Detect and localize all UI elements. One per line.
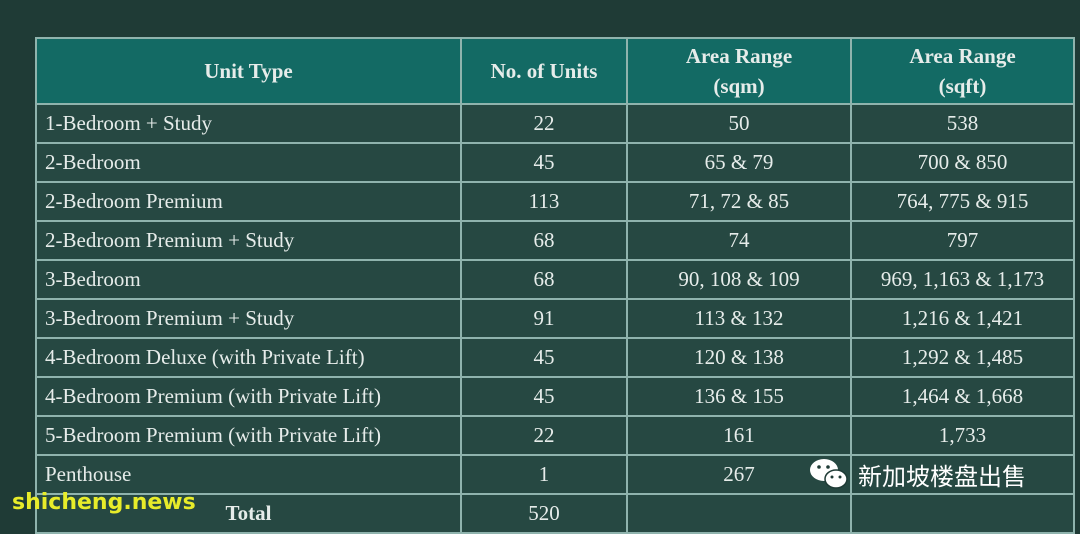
table-row: 3-Bedroom Premium + Study 91 113 & 132 1,21… xyxy=(35,298,1075,339)
cell-area-sqft: 1,292 & 1,485 xyxy=(850,337,1075,378)
table-header-row: Unit Type No. of Units Area Range (sqm) A… xyxy=(35,37,1075,105)
cell-area-sqm: 136 & 155 xyxy=(626,376,852,417)
cell-unit-type: 5-Bedroom Premium (with Private Lift) xyxy=(35,415,462,456)
watermark-wechat: 新加坡楼盘出售 xyxy=(808,456,1026,492)
cell-area-sqft: 1,464 & 1,668 xyxy=(850,376,1075,417)
cell-no-of-units: 113 xyxy=(460,181,628,222)
cell-no-of-units: 45 xyxy=(460,142,628,183)
table-row: 3-Bedroom 68 90, 108 & 109 969, 1,163 & 1,1… xyxy=(35,259,1075,300)
cell-no-of-units: 68 xyxy=(460,259,628,300)
cell-unit-type: 2-Bedroom Premium + Study xyxy=(35,220,462,261)
cell-area-sqft: 969, 1,163 & 1,173 xyxy=(850,259,1075,300)
cell-area-sqm: 71, 72 & 85 xyxy=(626,181,852,222)
cell-area-sqft xyxy=(850,454,1075,495)
wechat-icon xyxy=(810,459,848,489)
cell-unit-type: 2-Bedroom xyxy=(35,142,462,183)
cell-area-sqm: 74 xyxy=(626,220,852,261)
watermark-site: shicheng.news xyxy=(12,490,196,515)
cell-unit-type: 3-Bedroom Premium + Study xyxy=(35,298,462,339)
cell-area-sqft: 764, 775 & 915 xyxy=(850,181,1075,222)
total-empty-cell xyxy=(850,493,1075,534)
table-row: 2-Bedroom Premium 113 71, 72 & 85 764, 775 … xyxy=(35,181,1075,222)
total-empty-cell xyxy=(626,493,852,534)
cell-no-of-units: 45 xyxy=(460,376,628,417)
cell-area-sqm: 161 xyxy=(626,415,852,456)
cell-area-sqft: 700 & 850 xyxy=(850,142,1075,183)
unit-mix-table: Unit Type No. of Units Area Range (sqm) A… xyxy=(35,37,1075,534)
unit-mix-table-container: Unit Type No. of Units Area Range (sqm) A… xyxy=(35,37,1075,534)
table-row: 4-Bedroom Premium (with Private Lift) 45 1… xyxy=(35,376,1075,417)
cell-no-of-units: 68 xyxy=(460,220,628,261)
header-area-sqft: Area Range (sqft) xyxy=(850,37,1075,105)
table-row: 2-Bedroom Premium + Study 68 74 797 xyxy=(35,220,1075,261)
table-row: 5-Bedroom Premium (with Private Lift) 22 1… xyxy=(35,415,1075,456)
table-row: 4-Bedroom Deluxe (with Private Lift) 45 12… xyxy=(35,337,1075,378)
cell-area-sqft: 1,216 & 1,421 xyxy=(850,298,1075,339)
cell-no-of-units: 91 xyxy=(460,298,628,339)
cell-no-of-units: 22 xyxy=(460,415,628,456)
cell-area-sqm: 50 xyxy=(626,103,852,144)
cell-area-sqm: 65 & 79 xyxy=(626,142,852,183)
cell-area-sqm: 90, 108 & 109 xyxy=(626,259,852,300)
cell-unit-type: 3-Bedroom xyxy=(35,259,462,300)
cell-area-sqft: 797 xyxy=(850,220,1075,261)
total-units: 520 xyxy=(460,493,628,534)
cell-unit-type: Penthouse xyxy=(35,454,462,495)
header-area-sqm: Area Range (sqm) xyxy=(626,37,852,105)
cell-unit-type: 4-Bedroom Deluxe (with Private Lift) xyxy=(35,337,462,378)
cell-unit-type: 1-Bedroom + Study xyxy=(35,103,462,144)
table-row: 1-Bedroom + Study 22 50 538 xyxy=(35,103,1075,144)
watermark-account-name: 新加坡楼盘出售 xyxy=(858,462,1026,491)
cell-unit-type: 4-Bedroom Premium (with Private Lift) xyxy=(35,376,462,417)
cell-no-of-units: 1 xyxy=(460,454,628,495)
cell-unit-type: 2-Bedroom Premium xyxy=(35,181,462,222)
table-row: 2-Bedroom 45 65 & 79 700 & 850 xyxy=(35,142,1075,183)
header-unit-type: Unit Type xyxy=(35,37,462,105)
cell-no-of-units: 22 xyxy=(460,103,628,144)
cell-no-of-units: 45 xyxy=(460,337,628,378)
cell-area-sqft: 1,733 xyxy=(850,415,1075,456)
cell-area-sqm: 120 & 138 xyxy=(626,337,852,378)
cell-area-sqm: 113 & 132 xyxy=(626,298,852,339)
header-no-of-units: No. of Units xyxy=(460,37,628,105)
cell-area-sqft: 538 xyxy=(850,103,1075,144)
